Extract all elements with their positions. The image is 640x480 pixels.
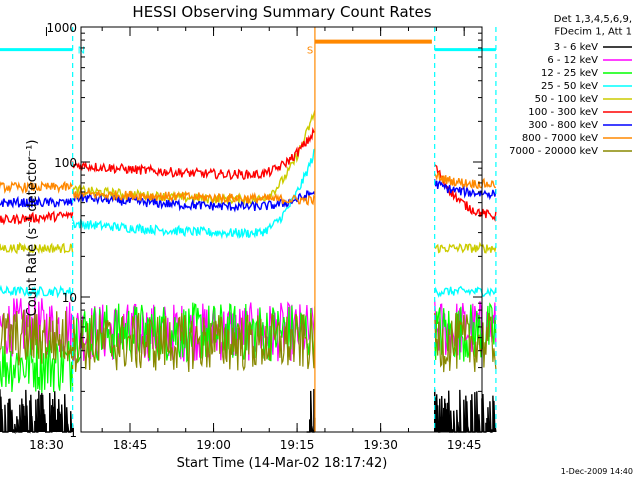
series-6-segment-2 [434, 179, 497, 201]
x-tick-label-4: 19:30 [363, 438, 398, 452]
series-3-segment-0 [0, 284, 74, 299]
legend-entry-5-label: 100 - 300 keV [528, 107, 598, 118]
series-8-segment-2 [434, 312, 497, 373]
series-2-segment-1 [72, 302, 316, 363]
series-4-segment-1 [71, 110, 316, 207]
series-8-segment-0 [0, 309, 74, 366]
series-2-segment-0 [0, 337, 74, 393]
axes: 1 10 100 1000 18:30 18:45 19:00 19:15 19:30 19:45 [29, 21, 483, 452]
y-tick-label-1: 10 [62, 291, 77, 305]
x-axis-label: Start Time (14-Mar-02 18:17:42) [177, 456, 388, 471]
plot-frame [80, 26, 483, 433]
legend-header-1: FDecim 1, Att 1 [554, 27, 632, 38]
legend-entry-0-label: 3 - 6 keV [554, 42, 598, 53]
legend-entry-2-label: 12 - 25 keV [541, 68, 598, 79]
x-tick-label-5: 19:45 [447, 438, 482, 452]
legend-entry-6-label: 300 - 800 keV [528, 120, 598, 131]
series-5-segment-2 [434, 164, 497, 223]
series-5-segment-0 [0, 210, 74, 226]
x-tick-label-2: 19:00 [196, 438, 231, 452]
series-7-segment-0 [0, 180, 74, 195]
legend-entry-7-label: 800 - 7000 keV [522, 133, 598, 144]
series-4-segment-2 [434, 241, 497, 254]
series-3-segment-1 [71, 148, 316, 240]
x-tick-label-0: 18:30 [29, 438, 64, 452]
chart-title: HESSI Observing Summary Count Rates [132, 3, 431, 21]
legend-entry-4-label: 50 - 100 keV [535, 94, 599, 105]
series-5-segment-1 [71, 126, 316, 181]
series-0-segment-2 [434, 389, 497, 433]
series-7-segment-1 [72, 187, 316, 206]
footer-timestamp: 1-Dec-2009 14:40 [561, 467, 633, 476]
series-0-segment-0 [0, 389, 74, 435]
series-2-segment-2 [434, 302, 497, 362]
y-tick-label-2: 100 [54, 156, 77, 170]
annotation-s: S [307, 46, 313, 57]
y-tick-label-3: 1000 [46, 21, 77, 35]
x-tick-label-3: 19:15 [280, 438, 315, 452]
series-3-segment-2 [434, 285, 497, 298]
series-8-segment-1 [72, 312, 316, 373]
series-6-segment-0 [0, 195, 74, 209]
series-7-segment-2 [434, 171, 497, 190]
legend-entry-8-label: 7000 - 20000 keV [509, 146, 598, 157]
legend-header-0: Det 1,3,4,5,6,9, [554, 14, 632, 25]
legend-entry-3-label: 25 - 50 keV [541, 81, 598, 92]
legend-entry-1-label: 6 - 12 keV [547, 55, 598, 66]
series-4-segment-0 [0, 242, 74, 255]
x-tick-label-1: 18:45 [113, 438, 148, 452]
legend: Det 1,3,4,5,6,9, FDecim 1, Att 1 3 - 6 keV… [509, 14, 632, 157]
series-0-segment-1 [306, 388, 316, 433]
y-axis-label: Count Rate (s⁻¹ detector⁻¹) [25, 140, 40, 317]
y-tick-label-0: 1 [69, 426, 77, 440]
